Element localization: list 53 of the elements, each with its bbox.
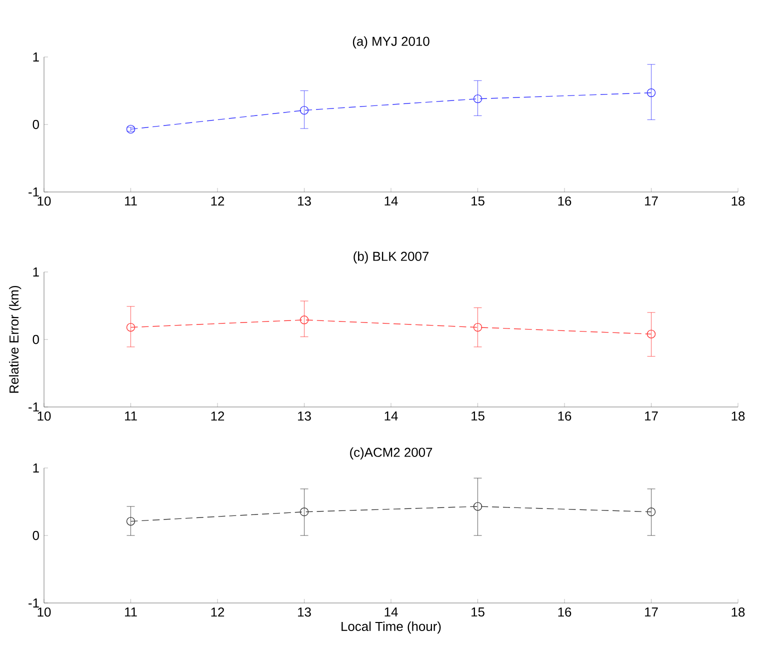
x-axis-title: Local Time (hour) — [342, 621, 441, 634]
y-tick-label: -1 — [28, 402, 39, 412]
x-tick-label: 14 — [384, 412, 398, 420]
point — [473, 94, 482, 104]
x-tick-label: 10 — [38, 196, 51, 206]
x-tick-label: 17 — [645, 412, 658, 420]
x-tick-label: 15 — [472, 196, 484, 206]
x-tick-label: 17 — [645, 196, 658, 206]
point — [300, 106, 309, 115]
y-tick-label: 0 — [32, 120, 39, 130]
y-tick-label: -1 — [28, 188, 39, 196]
x-tick-label: 11 — [125, 608, 137, 616]
x-tick-label: 13 — [298, 411, 311, 421]
x-tick-label: 15 — [472, 412, 484, 421]
chart-title: (b) BLK 2007 — [354, 251, 428, 264]
y-tick-label: 1 — [33, 268, 39, 276]
x-tick-label: 16 — [558, 196, 572, 206]
point — [646, 508, 656, 516]
y-axis-title: Relative Error (km) — [9, 286, 22, 393]
x-tick-label: 13 — [298, 196, 311, 206]
x-tick-label: 12 — [211, 411, 224, 421]
point — [473, 322, 482, 332]
x-tick-label: 17 — [645, 608, 658, 616]
x-tick-label: 15 — [472, 608, 484, 617]
x-tick-label: 10 — [38, 607, 51, 617]
x-tick-label: 18 — [732, 607, 745, 617]
point — [300, 508, 309, 516]
chart-title: (a) MYJ 2010 — [352, 36, 430, 48]
x-tick-label: 12 — [211, 196, 224, 206]
point — [126, 322, 136, 332]
y-tick-label: 1 — [33, 52, 39, 62]
point — [646, 330, 656, 338]
x-tick-label: 14 — [384, 608, 398, 616]
point — [473, 502, 482, 511]
x-tick-label: 16 — [558, 411, 572, 421]
y-tick-label: 0 — [32, 334, 39, 344]
point — [126, 124, 136, 134]
x-tick-label: 16 — [558, 607, 572, 617]
point — [646, 88, 656, 98]
chart-title: (c)ACM2 2007 — [350, 447, 432, 460]
x-tick-label: 12 — [211, 607, 224, 617]
x-tick-label: 11 — [125, 196, 137, 206]
point — [300, 316, 309, 324]
x-tick-label: 14 — [384, 196, 398, 206]
y-tick-label: 1 — [33, 464, 39, 472]
point — [126, 516, 136, 526]
x-tick-label: 13 — [298, 607, 311, 617]
x-tick-label: 11 — [125, 412, 137, 420]
x-tick-label: 18 — [732, 196, 745, 206]
x-tick-label: 10 — [38, 411, 51, 421]
y-tick-label: 0 — [32, 530, 39, 540]
x-tick-label: 18 — [732, 411, 745, 421]
y-tick-label: -1 — [28, 598, 39, 608]
